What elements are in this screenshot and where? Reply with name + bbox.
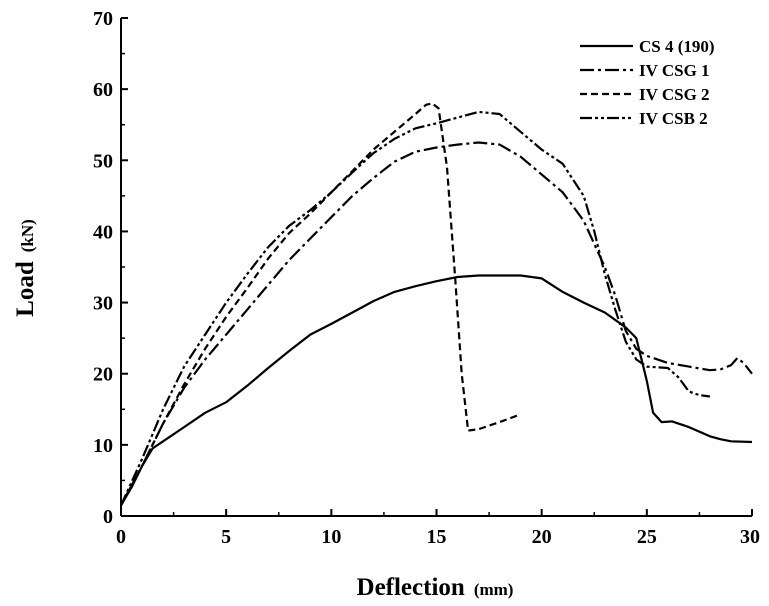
x-tick-label: 10 [321, 526, 341, 548]
series-line-4 [119, 110, 711, 506]
y-axis-label: Load [12, 261, 39, 317]
x-axis-title: Deflection (mm) [357, 574, 514, 601]
x-tick-label: 0 [116, 526, 126, 548]
x-axis-label: Deflection [357, 574, 465, 601]
legend-label-3: IV CSG 2 [639, 85, 710, 104]
y-tick-label: 30 [93, 293, 113, 315]
y-tick-label: 50 [93, 150, 113, 172]
x-tick-label: 5 [221, 526, 231, 548]
y-axis-unit: (kN) [18, 219, 37, 252]
x-tick-label: 20 [532, 526, 552, 548]
x-tick-label: 25 [637, 526, 657, 548]
legend-label-2: IV CSG 1 [639, 61, 710, 80]
legend-label-4: IV CSB 2 [639, 109, 708, 128]
legend: CS 4 (190) IV CSG 1 IV CSG 2 IV CSB 2 [580, 37, 715, 128]
legend-label-1: CS 4 (190) [639, 37, 715, 56]
y-tick-label: 0 [103, 506, 113, 528]
series-line-2 [120, 141, 753, 506]
y-tick-label: 20 [93, 364, 113, 386]
y-tick-label: 60 [93, 79, 113, 101]
y-tick-label: 40 [93, 221, 113, 243]
x-tick-label: 15 [427, 526, 447, 548]
series-layer [119, 102, 753, 506]
x-tick-label: 30 [740, 526, 760, 548]
series-line-1 [120, 274, 753, 506]
x-axis-unit: (mm) [474, 580, 514, 599]
y-tick-label: 10 [93, 435, 113, 457]
y-tick-label: 70 [93, 8, 113, 30]
axes-layer: 0 10 20 30 40 50 60 70 0 5 10 15 20 25 30 [93, 8, 760, 548]
series-line-3 [120, 102, 521, 506]
y-axis-title: Load (kN) [12, 219, 39, 317]
